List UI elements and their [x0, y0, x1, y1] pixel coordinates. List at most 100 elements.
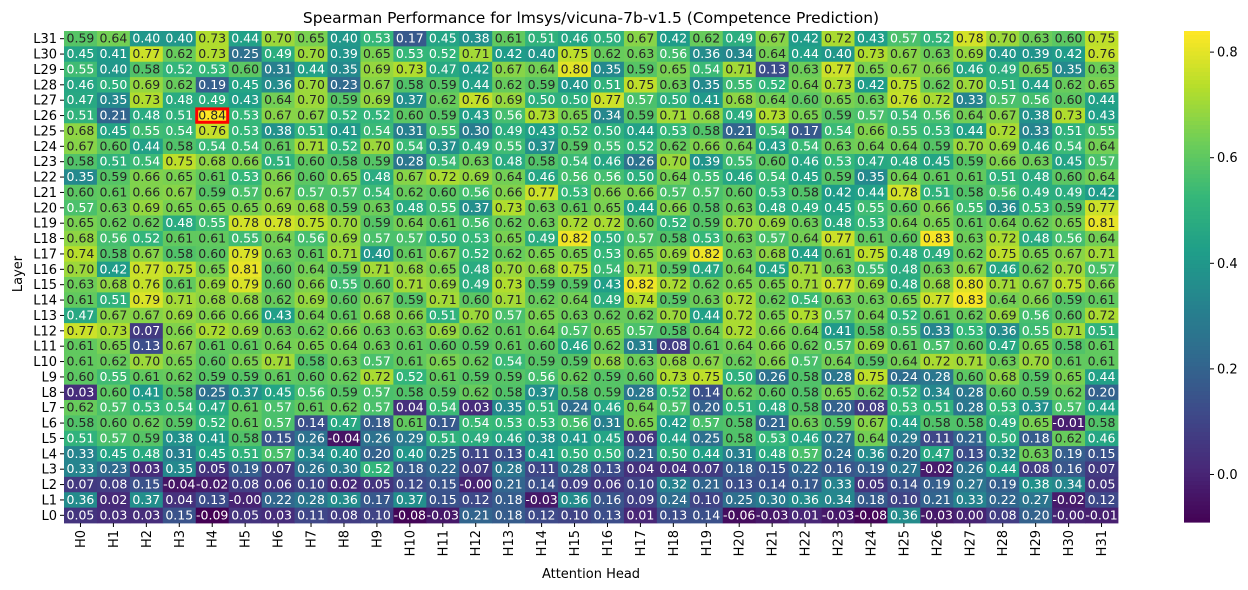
cell-value-label: 0.62 [1022, 261, 1050, 276]
cell-value-label: 0.62 [1055, 77, 1083, 92]
cell-value-label: 0.60 [956, 338, 984, 353]
heatmap-cell [1052, 353, 1086, 370]
heatmap-cell [261, 77, 295, 93]
cell-value-label: 0.59 [231, 369, 259, 384]
y-tick-label: L20 [33, 201, 57, 216]
cell-value-label: 0.50 [626, 169, 654, 184]
colorbar-segment [1184, 80, 1210, 85]
y-tick-label: L5 [41, 432, 57, 447]
cell-value-label: 0.64 [791, 231, 819, 246]
cell-value-label: 0.65 [495, 231, 523, 246]
cell-value-label: 0.53 [198, 61, 226, 76]
heatmap-cell [426, 184, 460, 201]
cell-value-label: 0.35 [99, 92, 127, 107]
colorbar-segment [1184, 288, 1210, 294]
heatmap-cell [327, 92, 361, 109]
cell-value-label: 0.54 [890, 108, 918, 123]
cell-value-label: 0.57 [923, 338, 951, 353]
cell-value-label: 0.35 [330, 61, 358, 76]
cell-value-label: 0.70 [495, 261, 523, 276]
y-tick-label: L19 [33, 217, 57, 232]
cell-value-label: 0.60 [264, 261, 292, 276]
cell-value-label: 0.68 [396, 261, 424, 276]
cell-value-label: 0.50 [594, 31, 622, 46]
cell-value-label: 0.08 [857, 400, 885, 415]
cell-value-label: 0.58 [396, 384, 424, 399]
cell-value-label: 0.58 [923, 415, 951, 430]
heatmap-cell [558, 92, 592, 109]
heatmap-cell [195, 138, 230, 155]
heatmap-cell [953, 246, 987, 263]
heatmap-cell [393, 92, 427, 109]
cell-value-label: 0.10 [363, 507, 391, 522]
colorbar-segment [1184, 256, 1210, 261]
cell-value-label: 0.54 [561, 154, 589, 169]
heatmap-cell [327, 46, 361, 63]
heatmap-cell [887, 307, 921, 324]
cell-value-label: 0.31 [725, 446, 753, 461]
cell-value-label: 0.66 [198, 307, 226, 322]
heatmap-cell [492, 307, 526, 324]
cell-value-label: 0.65 [67, 215, 95, 230]
cell-value-label: 0.63 [1088, 61, 1116, 76]
cell-value-label: 0.64 [297, 307, 325, 322]
heatmap-cell [96, 246, 131, 263]
cell-value-label: 0.63 [363, 200, 391, 215]
cell-value-label: 0.61 [956, 169, 984, 184]
heatmap-cell [1085, 46, 1119, 63]
cell-value-label: 0.61 [857, 231, 885, 246]
heatmap-cell [459, 277, 493, 293]
heatmap-cell [591, 77, 625, 93]
cell-value-label: 0.60 [99, 415, 127, 430]
heatmap-cell [1052, 61, 1086, 78]
heatmap-cell [162, 123, 197, 140]
cell-value-label: 0.63 [923, 46, 951, 61]
heatmap-cell [195, 46, 230, 63]
colorbar-segment [1184, 71, 1210, 77]
heatmap-cell [360, 230, 394, 247]
cell-value-label: 0.53 [989, 400, 1017, 415]
x-tick-label: H25 [897, 530, 912, 556]
cell-value-label: 0.64 [824, 354, 852, 369]
cell-value-label: 0.60 [429, 184, 457, 199]
cell-value-label: 0.50 [561, 446, 589, 461]
heatmap-cell [689, 123, 724, 140]
cell-value-label: 0.61 [330, 307, 358, 322]
heatmap-cell [558, 138, 592, 155]
cell-value-label: 0.60 [890, 231, 918, 246]
colorbar-segment [1184, 505, 1210, 511]
cell-value-label: 0.38 [1022, 477, 1050, 492]
heatmap-cell [1085, 307, 1119, 324]
cell-value-label: 0.62 [462, 323, 490, 338]
cell-value-label: 0.73 [1055, 108, 1083, 123]
cell-value-label: -0.03 [756, 507, 788, 522]
colorbar-segment [1184, 431, 1210, 437]
heatmap-cell [1019, 154, 1053, 170]
heatmap-cell [525, 307, 559, 324]
y-tick-label: L25 [33, 124, 57, 139]
x-tick-label: H27 [963, 530, 978, 556]
heatmap-cell [294, 138, 328, 155]
heatmap-cell [360, 200, 394, 216]
cell-value-label: 0.35 [495, 400, 523, 415]
heatmap-cell [129, 369, 164, 386]
cell-value-label: 0.61 [231, 415, 259, 430]
heatmap-cell [558, 292, 592, 309]
cell-value-label: 0.62 [626, 307, 654, 322]
heatmap-cell [426, 353, 460, 370]
cell-value-label: 0.45 [429, 31, 457, 46]
cell-value-label: 0.33 [67, 446, 95, 461]
heatmap-cell [96, 31, 131, 47]
heatmap-cell [623, 307, 658, 324]
heatmap-cell [887, 92, 921, 109]
cell-value-label: 0.49 [725, 31, 753, 46]
cell-value-label: 0.58 [956, 184, 984, 199]
cell-value-label: 0.68 [198, 292, 226, 307]
cell-value-label: 0.15 [165, 507, 193, 522]
cell-value-label: 0.42 [824, 184, 852, 199]
cell-value-label: 0.55 [67, 61, 95, 76]
heatmap-cell [854, 61, 888, 78]
heatmap-cell [920, 307, 954, 324]
heatmap-cell [1085, 107, 1119, 124]
cell-value-label: 0.54 [791, 292, 819, 307]
